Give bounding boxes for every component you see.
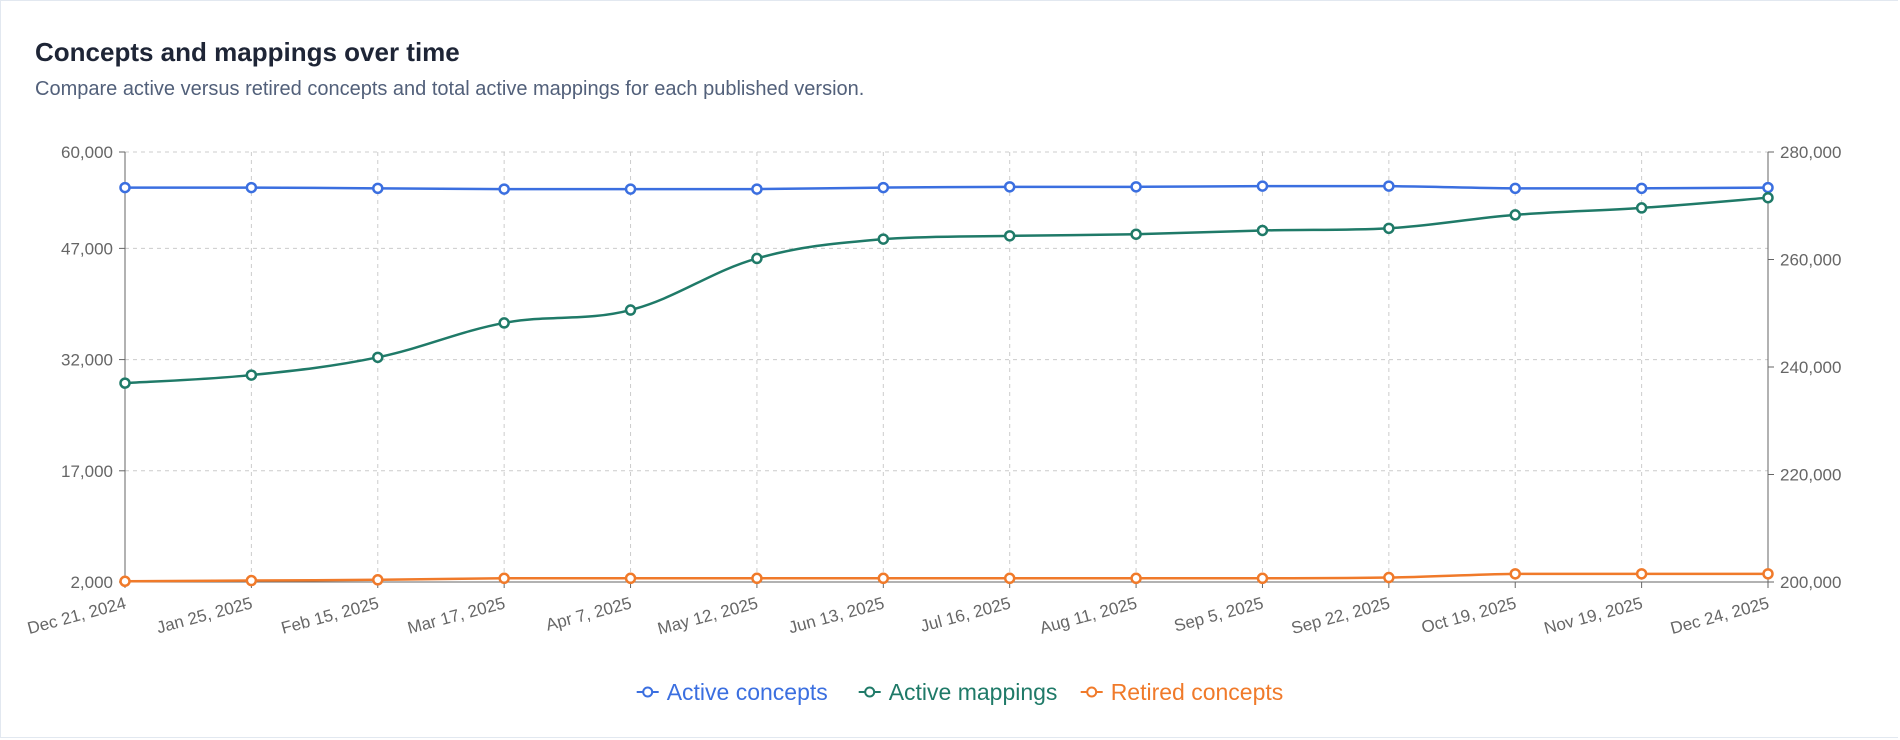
- retired-concepts-point[interactable]: [1256, 572, 1269, 585]
- active-mappings-point[interactable]: [1509, 209, 1521, 221]
- retired-concepts-point[interactable]: [1762, 568, 1774, 580]
- y-right-tick-label: 220,000: [1780, 466, 1841, 485]
- legend-item-active-concepts[interactable]: Active concepts: [636, 679, 828, 705]
- active-mappings-point[interactable]: [1762, 191, 1774, 204]
- active-mappings-point[interactable]: [1256, 224, 1269, 237]
- active-concepts-point[interactable]: [1003, 181, 1016, 193]
- active-concepts-point[interactable]: [1509, 182, 1521, 195]
- legend-label: Retired concepts: [1111, 679, 1284, 705]
- x-tick-label: Jun 13, 2025: [786, 594, 886, 638]
- active-mappings-point[interactable]: [1130, 228, 1142, 240]
- active-mappings-point[interactable]: [624, 304, 637, 316]
- x-tick-label: Apr 7, 2025: [544, 594, 634, 635]
- x-tick-label: Sep 5, 2025: [1172, 594, 1265, 636]
- x-tick-label: Jan 25, 2025: [155, 594, 255, 638]
- active-mappings-line: [124, 196, 1769, 385]
- x-tick-label: Jul 16, 2025: [918, 594, 1012, 636]
- x-tick-label: Dec 24, 2025: [1668, 594, 1771, 639]
- active-mappings-point[interactable]: [1383, 222, 1395, 235]
- legend-label: Active concepts: [667, 679, 828, 705]
- active-mappings-point[interactable]: [877, 233, 890, 245]
- active-concepts-line: [125, 184, 1769, 191]
- x-tick-label: Mar 17, 2025: [405, 594, 507, 638]
- retired-concepts-point[interactable]: [1003, 572, 1016, 585]
- active-concepts-point[interactable]: [1762, 181, 1774, 194]
- y-right-tick-label: 260,000: [1780, 251, 1841, 270]
- retired-concepts-point[interactable]: [751, 572, 763, 585]
- x-tick-label: Dec 21, 2024: [25, 594, 128, 639]
- active-concepts-point[interactable]: [245, 181, 258, 194]
- retired-concepts-point[interactable]: [372, 574, 384, 586]
- active-concepts-point[interactable]: [119, 181, 131, 194]
- retired-concepts-point[interactable]: [1130, 572, 1142, 585]
- retired-concepts-point[interactable]: [498, 572, 510, 585]
- active-concepts-point[interactable]: [1635, 182, 1648, 195]
- y-left-tick-label: 2,000: [70, 573, 113, 592]
- legend-marker-icon: [642, 686, 654, 698]
- y-right-tick-label: 240,000: [1780, 358, 1841, 377]
- grid: [124, 151, 1769, 583]
- legend-item-active-mappings[interactable]: Active mappings: [858, 679, 1058, 705]
- chart-title: Concepts and mappings over time: [35, 37, 460, 67]
- legend-label: Active mappings: [889, 679, 1058, 705]
- active-mappings-point[interactable]: [498, 317, 510, 329]
- retired-concepts-point[interactable]: [1509, 568, 1521, 580]
- y-left-tick-label: 32,000: [61, 351, 113, 370]
- x-tick-label: Sep 22, 2025: [1289, 594, 1392, 639]
- series: [119, 180, 1774, 588]
- x-tick-label: Oct 19, 2025: [1419, 594, 1518, 638]
- y-right-tick-label: 200,000: [1780, 573, 1841, 592]
- active-concepts-point[interactable]: [1256, 180, 1269, 192]
- retired-concepts-point[interactable]: [877, 572, 890, 585]
- active-mappings-point[interactable]: [119, 377, 131, 389]
- legend-marker-icon: [864, 686, 876, 698]
- active-concepts-point[interactable]: [624, 183, 637, 195]
- legend-marker-icon: [1086, 686, 1098, 698]
- legend: Active concepts Active mappings Retired co…: [636, 679, 1284, 705]
- active-mappings-point[interactable]: [1635, 202, 1648, 214]
- active-mappings-point[interactable]: [245, 369, 258, 381]
- x-tick-label: Feb 15, 2025: [279, 594, 381, 638]
- active-concepts-point[interactable]: [1130, 181, 1142, 193]
- active-mappings-point[interactable]: [372, 351, 384, 364]
- chart-subtitle: Compare active versus retired concepts a…: [35, 78, 865, 100]
- retired-concepts-point[interactable]: [245, 574, 258, 587]
- x-tick-label: Aug 11, 2025: [1038, 594, 1139, 638]
- retired-concepts-point[interactable]: [624, 572, 637, 585]
- active-mappings-point[interactable]: [1003, 230, 1016, 242]
- retired-concepts-point[interactable]: [1383, 571, 1395, 584]
- y-left-tick-label: 47,000: [61, 239, 113, 258]
- y-left-tick-label: 60,000: [61, 143, 113, 162]
- x-tick-label: May 12, 2025: [656, 594, 760, 639]
- y-right-tick-label: 280,000: [1780, 143, 1841, 162]
- axes: 2,000 17,000 32,000 47,000 60,000 Dec 21, 202…: [25, 143, 1841, 639]
- active-concepts-point[interactable]: [1383, 180, 1395, 192]
- active-mappings-point[interactable]: [751, 252, 763, 265]
- y-left-tick-label: 17,000: [61, 462, 113, 481]
- active-concepts-point[interactable]: [498, 183, 510, 195]
- active-concepts-point[interactable]: [877, 181, 890, 194]
- x-tick-label: Nov 19, 2025: [1542, 594, 1645, 639]
- retired-concepts-point[interactable]: [1635, 568, 1648, 580]
- legend-item-retired-concepts[interactable]: Retired concepts: [1080, 679, 1284, 705]
- active-concepts-point[interactable]: [751, 183, 763, 195]
- active-concepts-point[interactable]: [372, 182, 384, 195]
- retired-concepts-line: [124, 572, 1768, 583]
- retired-concepts-point[interactable]: [119, 575, 131, 588]
